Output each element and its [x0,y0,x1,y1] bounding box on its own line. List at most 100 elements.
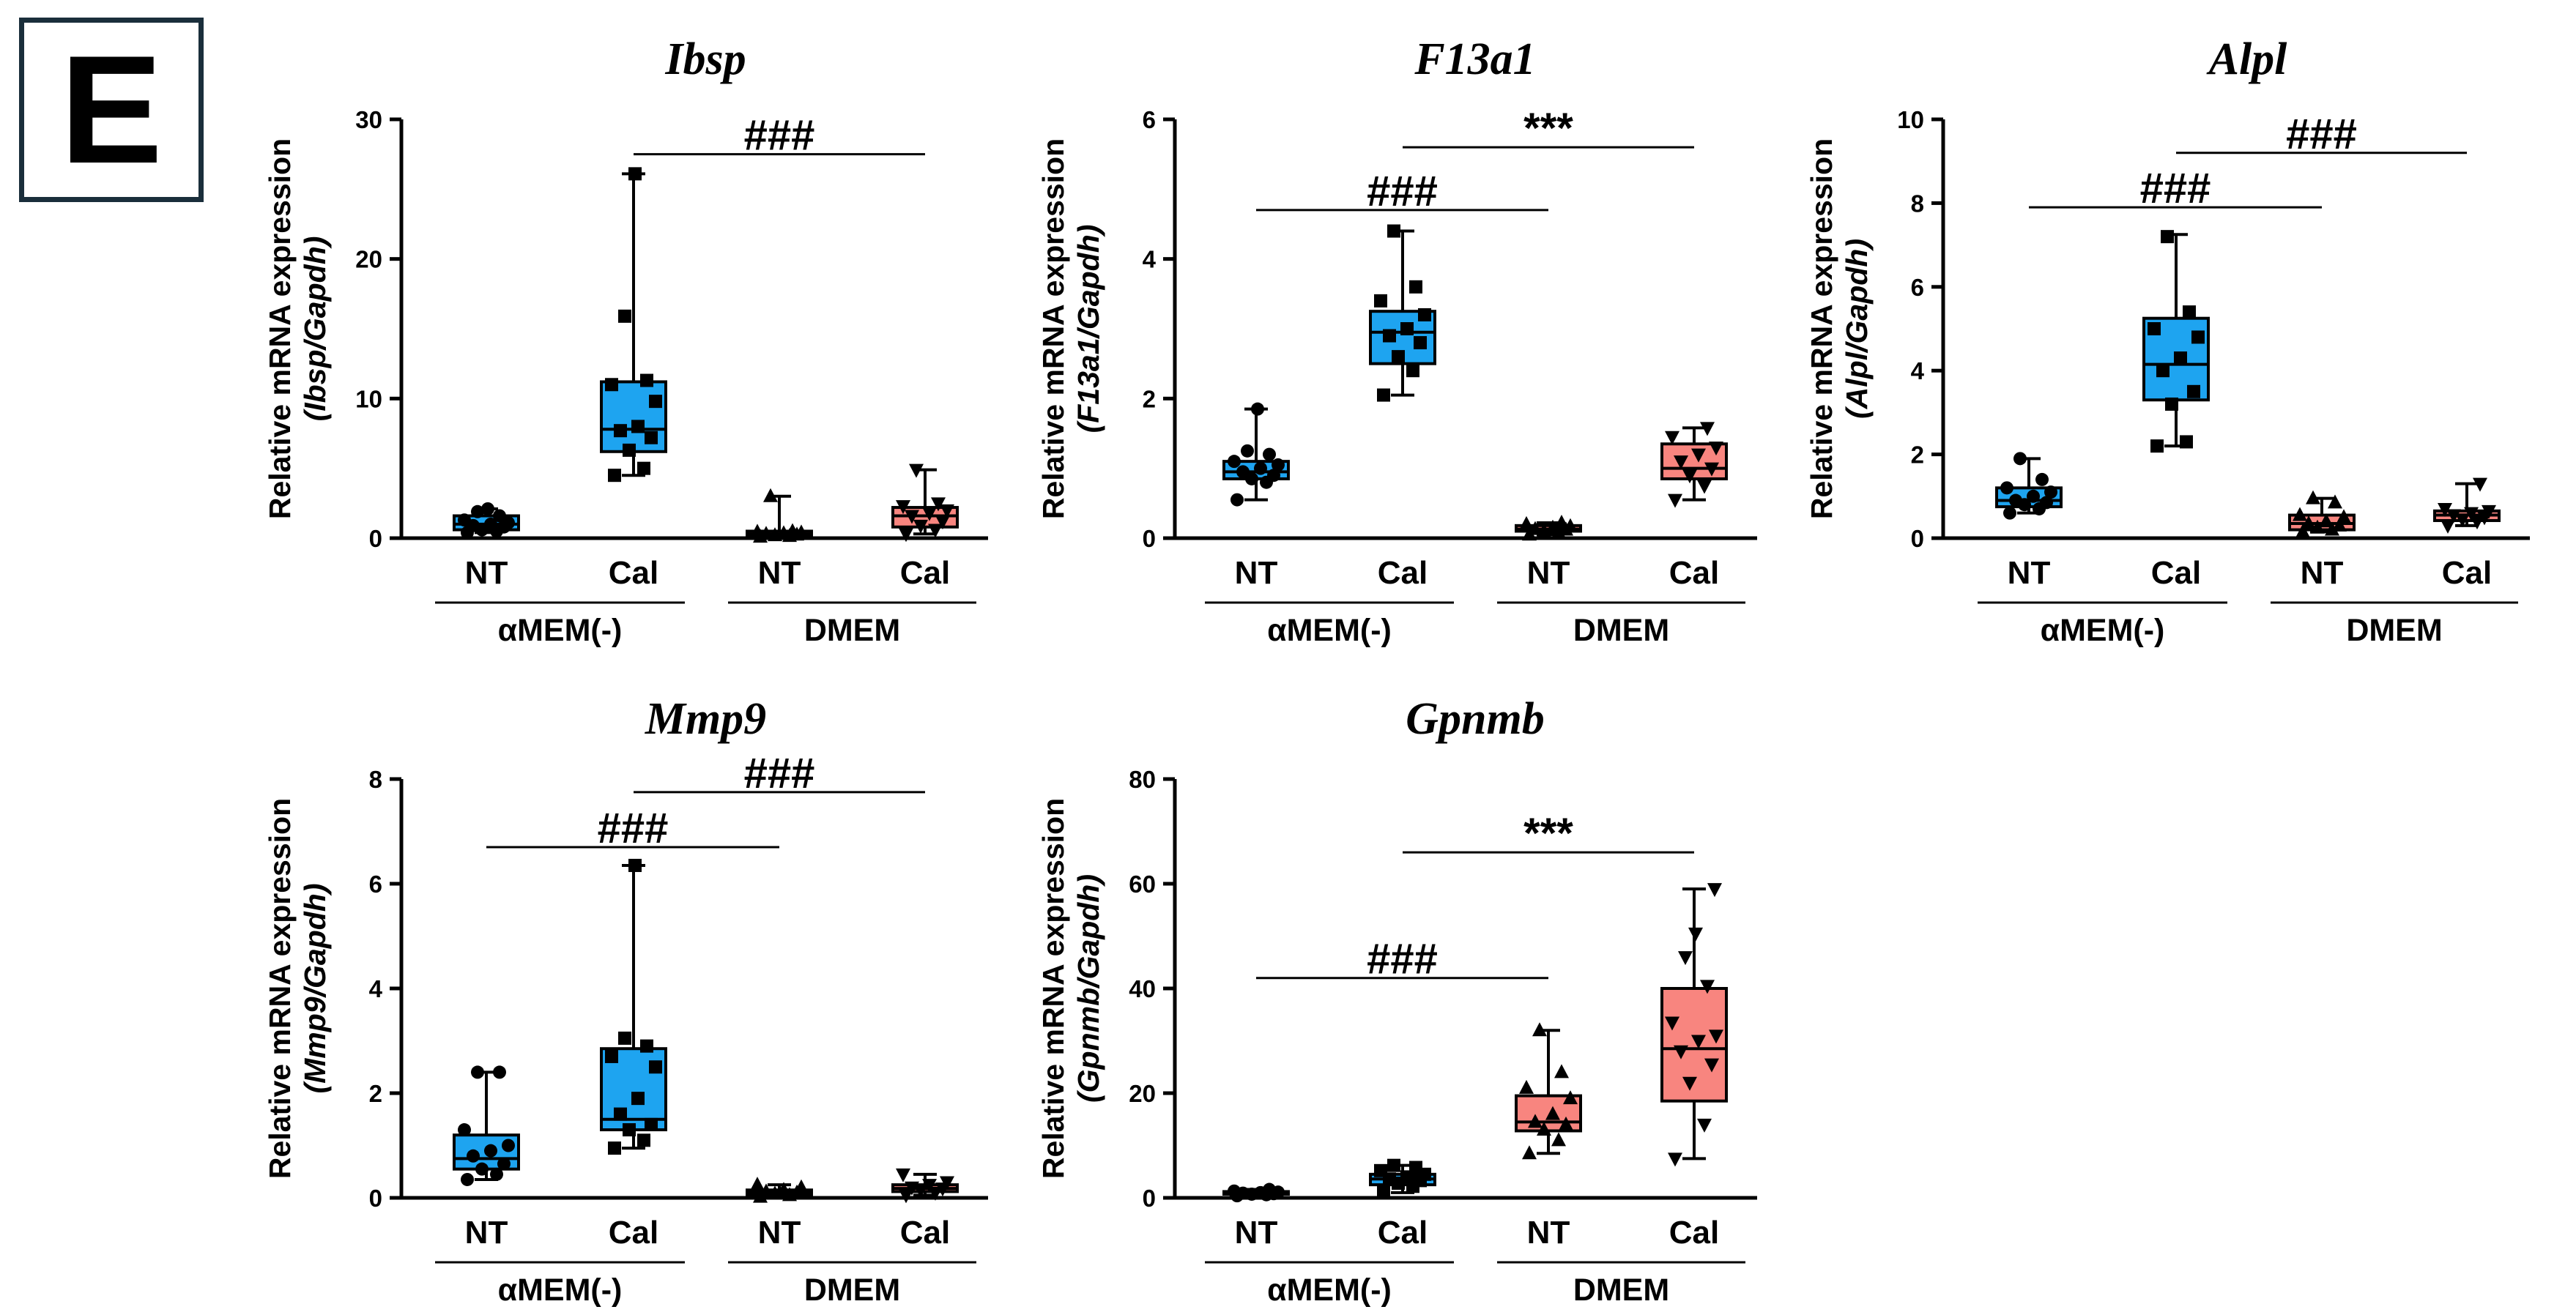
data-point-8 [1409,280,1422,294]
data-point-8 [1700,980,1715,994]
data-point-0 [1231,493,1244,507]
y-tick-label: 80 [1129,766,1156,793]
data-point-7 [1665,431,1679,445]
data-point-8 [1554,515,1569,529]
group-label: DMEM [1573,1273,1669,1308]
data-point-7 [896,1168,910,1182]
data-point-3 [935,515,950,530]
data-point-7 [2148,322,2161,335]
significance-label: ### [598,805,669,852]
y-tick-label: 30 [355,106,382,133]
y-axis-sublabel: (F13a1/Gapdh) [1072,225,1105,433]
group-label: αMEM(-) [1267,1273,1392,1308]
data-point-0 [1668,493,1682,508]
category-label: Cal [900,555,950,591]
data-point-7 [1519,515,1534,530]
group-label: DMEM [804,1273,900,1308]
y-tick-label: 0 [1911,525,1924,552]
data-point-6 [2336,509,2351,524]
data-point-5 [484,517,497,531]
data-point-2 [913,1184,928,1199]
data-point-4 [2156,364,2169,378]
data-point-1 [490,1167,503,1181]
box-body [1660,987,1728,1103]
data-point-8 [2183,305,2196,319]
data-point-9 [1678,951,1693,966]
data-points [2293,490,2351,538]
category-label: Cal [1378,555,1428,591]
data-point-9 [618,309,631,323]
data-point-3 [2040,496,2053,510]
box-nt-amem [1222,1182,1290,1203]
data-point-3 [1704,462,1719,477]
data-point-5 [2464,507,2479,521]
data-point-6 [502,516,515,530]
data-point-0 [608,469,621,483]
data-point-5 [1545,1106,1560,1120]
data-point-8 [2473,477,2487,492]
data-points [605,167,662,483]
data-points [1519,515,1578,541]
data-points [1665,422,1723,508]
data-point-3 [497,1157,511,1171]
data-points [1519,1022,1578,1160]
data-point-2 [623,443,636,457]
category-label: Cal [1669,555,1719,591]
y-tick-label: 20 [355,246,382,273]
data-point-6 [940,504,954,518]
data-point-8 [1554,1064,1569,1079]
significance-label: *** [1523,105,1573,152]
data-point-7 [605,378,618,392]
data-points [458,502,515,540]
data-point-2 [2455,513,2470,528]
data-point-8 [2328,494,2342,509]
data-point-4 [1236,465,1250,479]
data-point-9 [2306,490,2320,504]
y-tick-label: 4 [1143,246,1157,273]
category-label: Cal [1378,1215,1428,1251]
data-point-6 [2044,485,2057,499]
data-point-6 [1709,442,1723,456]
data-point-6 [1563,518,1578,532]
data-point-0 [461,1172,474,1186]
category-label: NT [1235,555,1278,591]
data-point-6 [940,1176,954,1191]
data-point-1 [928,1186,943,1201]
y-tick-label: 6 [369,871,382,898]
data-point-5 [484,1144,497,1158]
data-point-9 [1241,444,1254,458]
data-point-7 [1374,294,1387,308]
significance-label: ### [1367,936,1438,983]
data-point-8 [640,1039,653,1053]
data-point-3 [1704,1058,1719,1073]
y-tick-label: 0 [1143,525,1156,552]
data-point-5 [1691,1035,1706,1049]
data-point-2 [1537,1122,1551,1136]
box-cal-amem [2142,230,2210,453]
category-label: NT [465,1215,508,1251]
data-point-7 [2293,507,2307,521]
y-axis-label: Relative mRNA expression [263,138,297,519]
y-tick-label: 8 [369,766,382,793]
data-points [750,488,809,543]
data-point-7 [896,500,910,515]
data-point-4 [614,424,627,438]
box-cal-dmem [891,463,959,543]
box-nt-dmem [746,1177,813,1203]
data-point-6 [1709,1029,1723,1044]
data-point-5 [1400,322,1414,335]
box-cal-amem [1369,1158,1436,1199]
data-point-8 [493,509,506,523]
data-point-8 [1409,1161,1422,1174]
data-point-1 [1551,1132,1566,1147]
data-point-0 [1668,1152,1682,1167]
y-tick-label: 4 [1911,357,1925,384]
box-nt-dmem [1515,1022,1582,1160]
box-cal-amem [1369,224,1436,402]
category-label: Cal [2151,555,2201,591]
data-points [2148,230,2205,453]
box-nt-amem [453,502,520,540]
data-point-1 [1697,480,1712,494]
data-point-0 [1522,1145,1537,1160]
data-point-8 [2035,472,2049,486]
